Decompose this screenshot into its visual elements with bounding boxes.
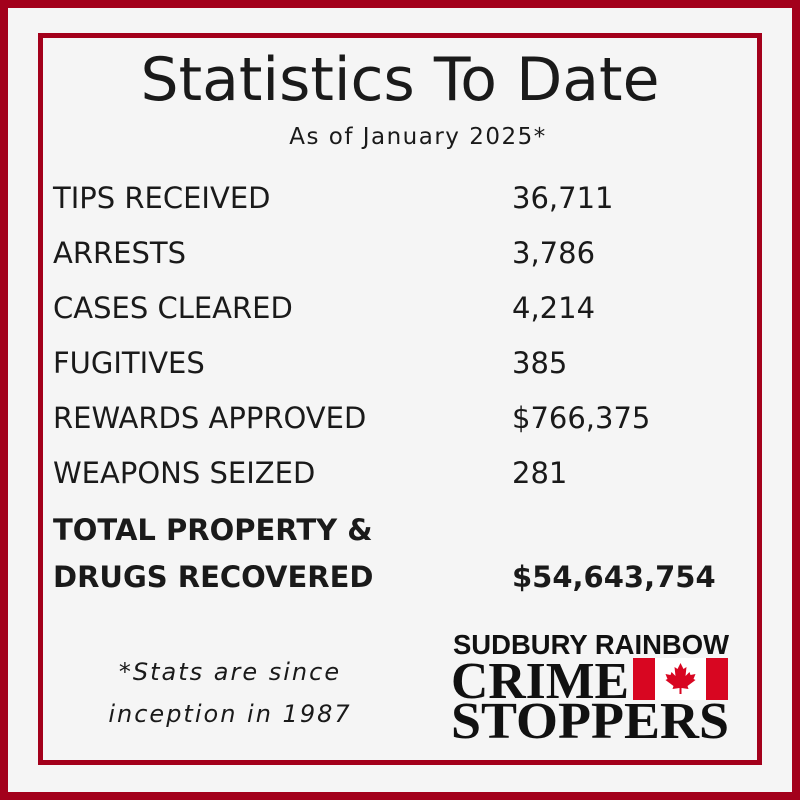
total-label: DRUGS RECOVERED	[53, 560, 374, 594]
flag	[633, 658, 728, 700]
logo-line: SUDBURY RAINBOW	[453, 629, 730, 660]
logo-line: CRIME	[451, 653, 629, 710]
frame	[38, 33, 762, 765]
row-label: FUGITIVES	[53, 346, 205, 380]
subtitle: As of January 2025*	[289, 124, 547, 150]
row-value: 385	[512, 346, 568, 380]
footnote: inception in 1987	[108, 700, 352, 728]
row-value: 281	[512, 456, 568, 490]
row-label: WEAPONS SEIZED	[53, 456, 316, 490]
logo-line: STOPPERS	[451, 693, 729, 745]
row-value: 3,786	[512, 236, 596, 270]
logo: SUDBURY RAINBOW CRIME STOPPERS	[451, 629, 730, 745]
row-label: ARRESTS	[53, 236, 186, 270]
row-label: REWARDS APPROVED	[53, 401, 367, 435]
row-label: CASES CLEARED	[53, 291, 293, 325]
row-label: TIPS RECEIVED	[53, 181, 271, 215]
row-value: $766,375	[512, 401, 651, 435]
row-value: 4,214	[512, 291, 596, 325]
row-value: 36,711	[512, 181, 614, 215]
total-value: $54,643,754	[512, 560, 716, 594]
title: Statistics To Date	[140, 45, 660, 115]
footnote: *Stats are since	[118, 658, 342, 686]
total-label: TOTAL PROPERTY &	[53, 513, 373, 547]
